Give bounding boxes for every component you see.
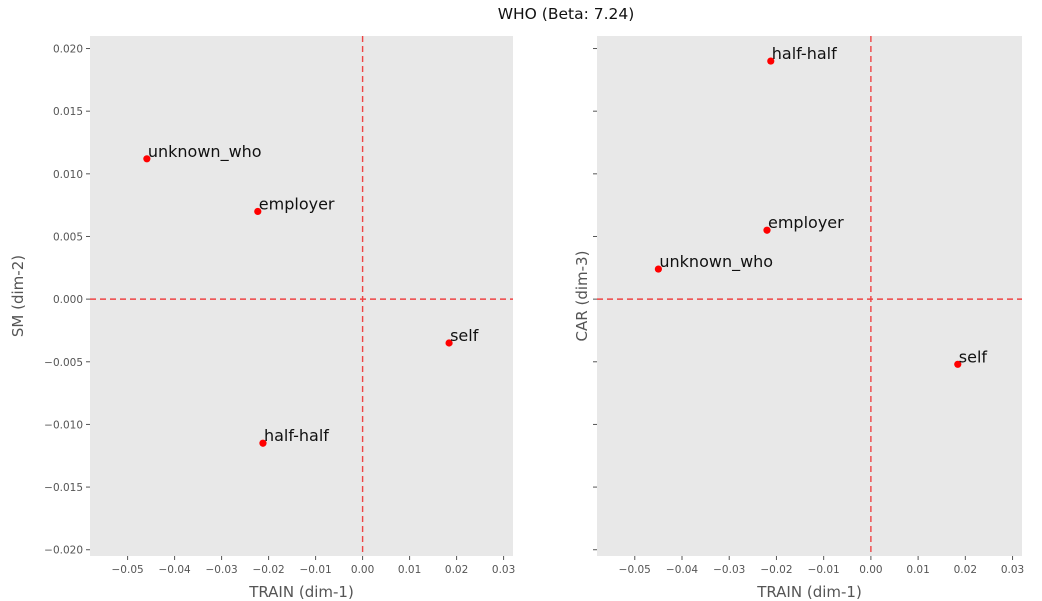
x-tick-label: 0.02 bbox=[954, 564, 977, 576]
x-tick-label: −0.01 bbox=[300, 564, 332, 576]
point-unknown_who bbox=[654, 265, 662, 273]
figure-title: WHO (Beta: 7.24) bbox=[498, 5, 635, 23]
x-tick-label: 0.02 bbox=[445, 564, 468, 576]
point-self bbox=[954, 360, 962, 368]
point-employer bbox=[763, 226, 771, 234]
x-tick-label: 0.00 bbox=[859, 564, 882, 576]
y-tick-label: 0.010 bbox=[53, 169, 83, 181]
scatter-panel-sm: −0.05 −0.04 −0.03 −0.02 −0.01 0.00 0.01 0.02 0.0… bbox=[9, 36, 515, 601]
y-tick-label: 0.000 bbox=[53, 294, 83, 306]
point-label-self: self bbox=[959, 347, 988, 366]
x-tick-label: −0.02 bbox=[760, 564, 792, 576]
x-axis-label: TRAIN (dim-1) bbox=[756, 583, 862, 601]
x-tick-label: −0.04 bbox=[666, 564, 698, 576]
x-axis-label: TRAIN (dim-1) bbox=[248, 583, 354, 601]
plot-area bbox=[597, 36, 1022, 556]
y-tick-label: 0.005 bbox=[53, 231, 83, 243]
y-tick-label: 0.020 bbox=[53, 44, 83, 56]
y-tick-label: 0.015 bbox=[53, 106, 83, 118]
x-tick-label: −0.05 bbox=[619, 564, 651, 576]
plot-area bbox=[90, 36, 513, 556]
x-tick-label: −0.02 bbox=[253, 564, 285, 576]
y-tick-label: −0.020 bbox=[44, 545, 83, 557]
x-tick-label: 0.03 bbox=[1001, 564, 1024, 576]
point-self bbox=[445, 339, 453, 347]
x-tick-label: 0.01 bbox=[906, 564, 929, 576]
point-label-half-half: half-half bbox=[264, 426, 329, 445]
scatter-panel-car: −0.05 −0.04 −0.03 −0.02 −0.01 0.00 0.01 0.02 0.0… bbox=[573, 36, 1024, 601]
x-tick-label: −0.05 bbox=[112, 564, 144, 576]
point-label-employer: employer bbox=[259, 194, 335, 213]
y-axis-label: CAR (dim-3) bbox=[573, 251, 591, 342]
y-tick-label: −0.010 bbox=[44, 419, 83, 431]
x-tick-label: −0.03 bbox=[206, 564, 238, 576]
point-employer bbox=[254, 207, 262, 216]
point-label-half-half: half-half bbox=[772, 44, 837, 63]
point-label-self: self bbox=[450, 326, 479, 345]
y-axis-label: SM (dim-2) bbox=[9, 255, 27, 337]
point-label-unknown_who: unknown_who bbox=[659, 252, 773, 272]
point-half-half bbox=[259, 439, 267, 447]
point-label-employer: employer bbox=[768, 213, 844, 232]
point-label-unknown_who: unknown_who bbox=[148, 142, 262, 162]
y-tick-label: −0.015 bbox=[44, 482, 83, 494]
point-half-half bbox=[767, 57, 775, 65]
x-tick-label: 0.00 bbox=[351, 564, 374, 576]
x-tick-label: 0.01 bbox=[398, 564, 421, 576]
x-tick-label: −0.04 bbox=[159, 564, 191, 576]
x-tick-label: −0.01 bbox=[808, 564, 840, 576]
x-tick-label: 0.03 bbox=[492, 564, 515, 576]
y-tick-label: −0.005 bbox=[44, 357, 83, 369]
point-unknown_who bbox=[143, 155, 151, 163]
x-tick-label: −0.03 bbox=[713, 564, 745, 576]
